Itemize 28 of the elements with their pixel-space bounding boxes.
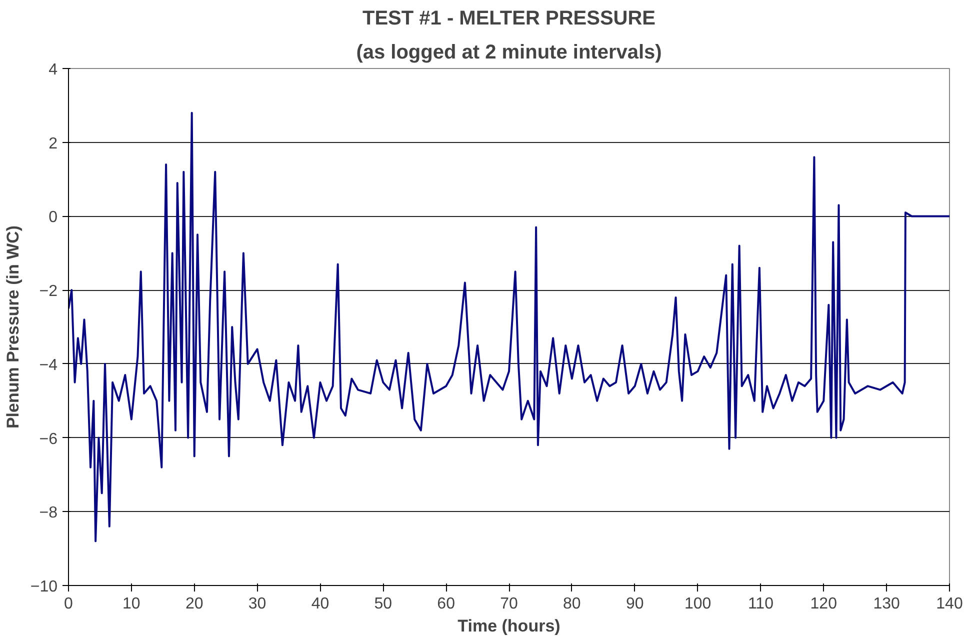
y-axis-title: Plenum Pressure (in WC) xyxy=(3,225,22,429)
x-tick-label: 120 xyxy=(810,596,838,612)
y-tick-label: −10 xyxy=(30,578,58,596)
y-tick-label: −2 xyxy=(39,283,58,300)
x-tick-label: 80 xyxy=(563,596,581,612)
x-tick-label: 0 xyxy=(64,596,74,612)
y-tick-label: −4 xyxy=(39,356,58,374)
x-axis-title: Time (hours) xyxy=(458,616,560,636)
x-tick-label: 20 xyxy=(185,596,204,612)
y-tick-label: 0 xyxy=(48,209,58,226)
x-tick-label: 10 xyxy=(122,596,140,612)
y-tick-label: 2 xyxy=(48,135,58,152)
x-tick-label: 100 xyxy=(684,596,712,612)
y-tick-label: −8 xyxy=(39,504,58,522)
x-tick-label: 50 xyxy=(374,596,392,612)
chart-title: TEST #1 - MELTER PRESSURE xyxy=(362,8,656,30)
x-tick-label: 40 xyxy=(311,596,330,612)
x-tick-label: 30 xyxy=(248,596,266,612)
x-tick-label: 110 xyxy=(748,596,774,612)
y-tick-label: 4 xyxy=(48,62,58,78)
x-tick-label: 60 xyxy=(437,596,456,612)
y-tick-label: −6 xyxy=(39,430,58,448)
x-tick-label: 130 xyxy=(873,596,900,612)
x-tick-label: 90 xyxy=(626,596,644,612)
line-series xyxy=(68,112,950,542)
x-tick-label: 70 xyxy=(500,596,518,612)
x-tick-label: 140 xyxy=(936,596,963,612)
chart-subtitle: (as logged at 2 minute intervals) xyxy=(356,42,662,64)
